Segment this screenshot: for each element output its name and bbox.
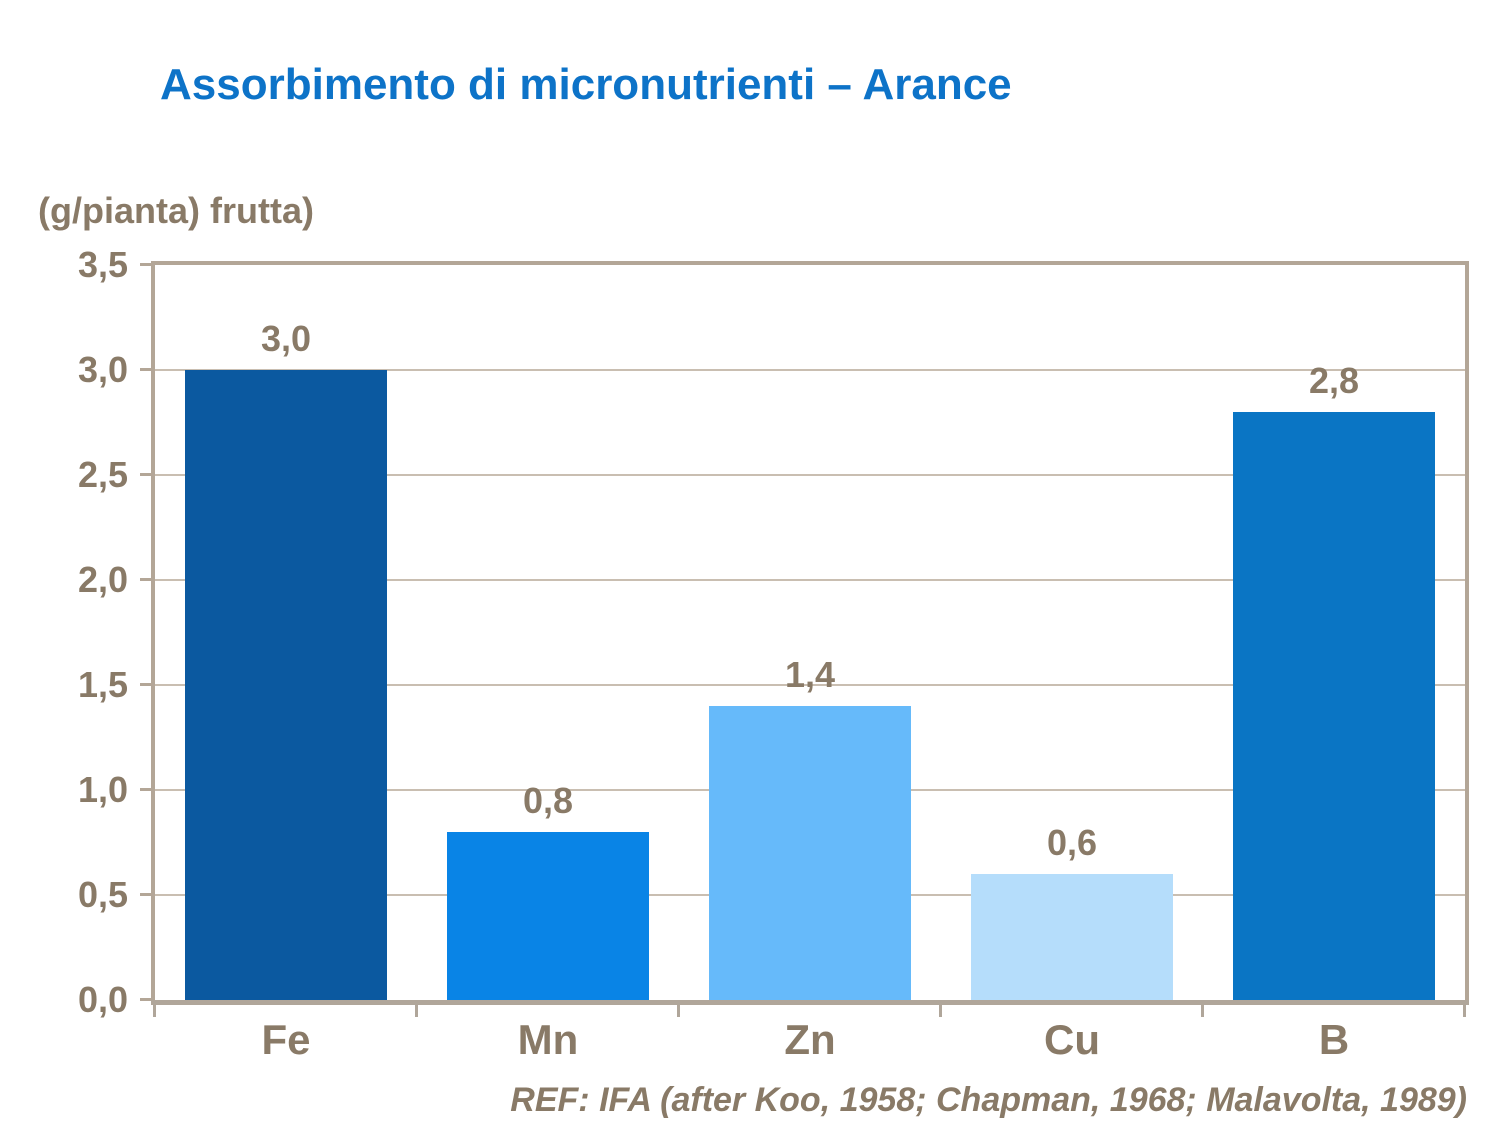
y-axis-tick [140,683,155,686]
bar-mn [447,832,649,1000]
bar-value-label: 0,8 [522,780,574,821]
plot-border-right [1465,261,1469,1000]
x-axis-tick [939,1005,942,1017]
x-axis-tick [415,1005,418,1017]
y-axis-tick [140,998,155,1001]
y-tick-label: 1,0 [77,769,128,810]
chart-title: Assorbimento di micronutrienti – Arance [160,60,1012,109]
y-axis-tick [140,473,155,476]
bar-cu [971,874,1173,1000]
x-axis-tick [1463,1005,1466,1017]
y-tick-label: 3,0 [77,349,128,390]
y-tick-label: 2,5 [77,454,128,495]
bar-zn [709,706,911,1000]
bar-value-label: 0,6 [1046,822,1098,863]
y-axis-tick [140,368,155,371]
x-category-label: Mn [517,1016,579,1063]
y-axis-tick [140,788,155,791]
plot-border-left [151,261,155,1000]
source-reference: REF: IFA (after Koo, 1958; Chapman, 1968… [510,1081,1467,1119]
x-axis-line [151,1000,1469,1005]
y-axis-tick [140,893,155,896]
y-tick-label: 2,0 [77,559,128,600]
bar-fe [185,370,387,1000]
y-tick-label: 0,0 [77,979,128,1020]
x-axis-tick [677,1005,680,1017]
gridline [155,369,1465,371]
y-axis-tick [140,578,155,581]
y-tick-label: 0,5 [77,874,128,915]
x-category-label: Fe [261,1016,311,1063]
bar-value-label: 2,8 [1308,360,1360,401]
x-category-label: Cu [1044,1016,1100,1063]
x-category-label: B [1318,1016,1350,1063]
x-axis-tick [153,1005,156,1017]
x-category-label: Zn [784,1016,836,1063]
gridline [155,684,1465,686]
y-axis-tick [140,263,155,266]
y-axis-title: (g/pianta) frutta) [38,190,314,231]
bar-value-label: 3,0 [260,318,312,359]
bar-b [1233,412,1435,1000]
gridline [155,474,1465,476]
x-axis-tick [1201,1005,1204,1017]
y-tick-label: 1,5 [77,664,128,705]
plot-border-top [151,261,1469,265]
gridline [155,579,1465,581]
y-tick-label: 3,5 [77,244,128,285]
bar-value-label: 1,4 [784,654,836,695]
